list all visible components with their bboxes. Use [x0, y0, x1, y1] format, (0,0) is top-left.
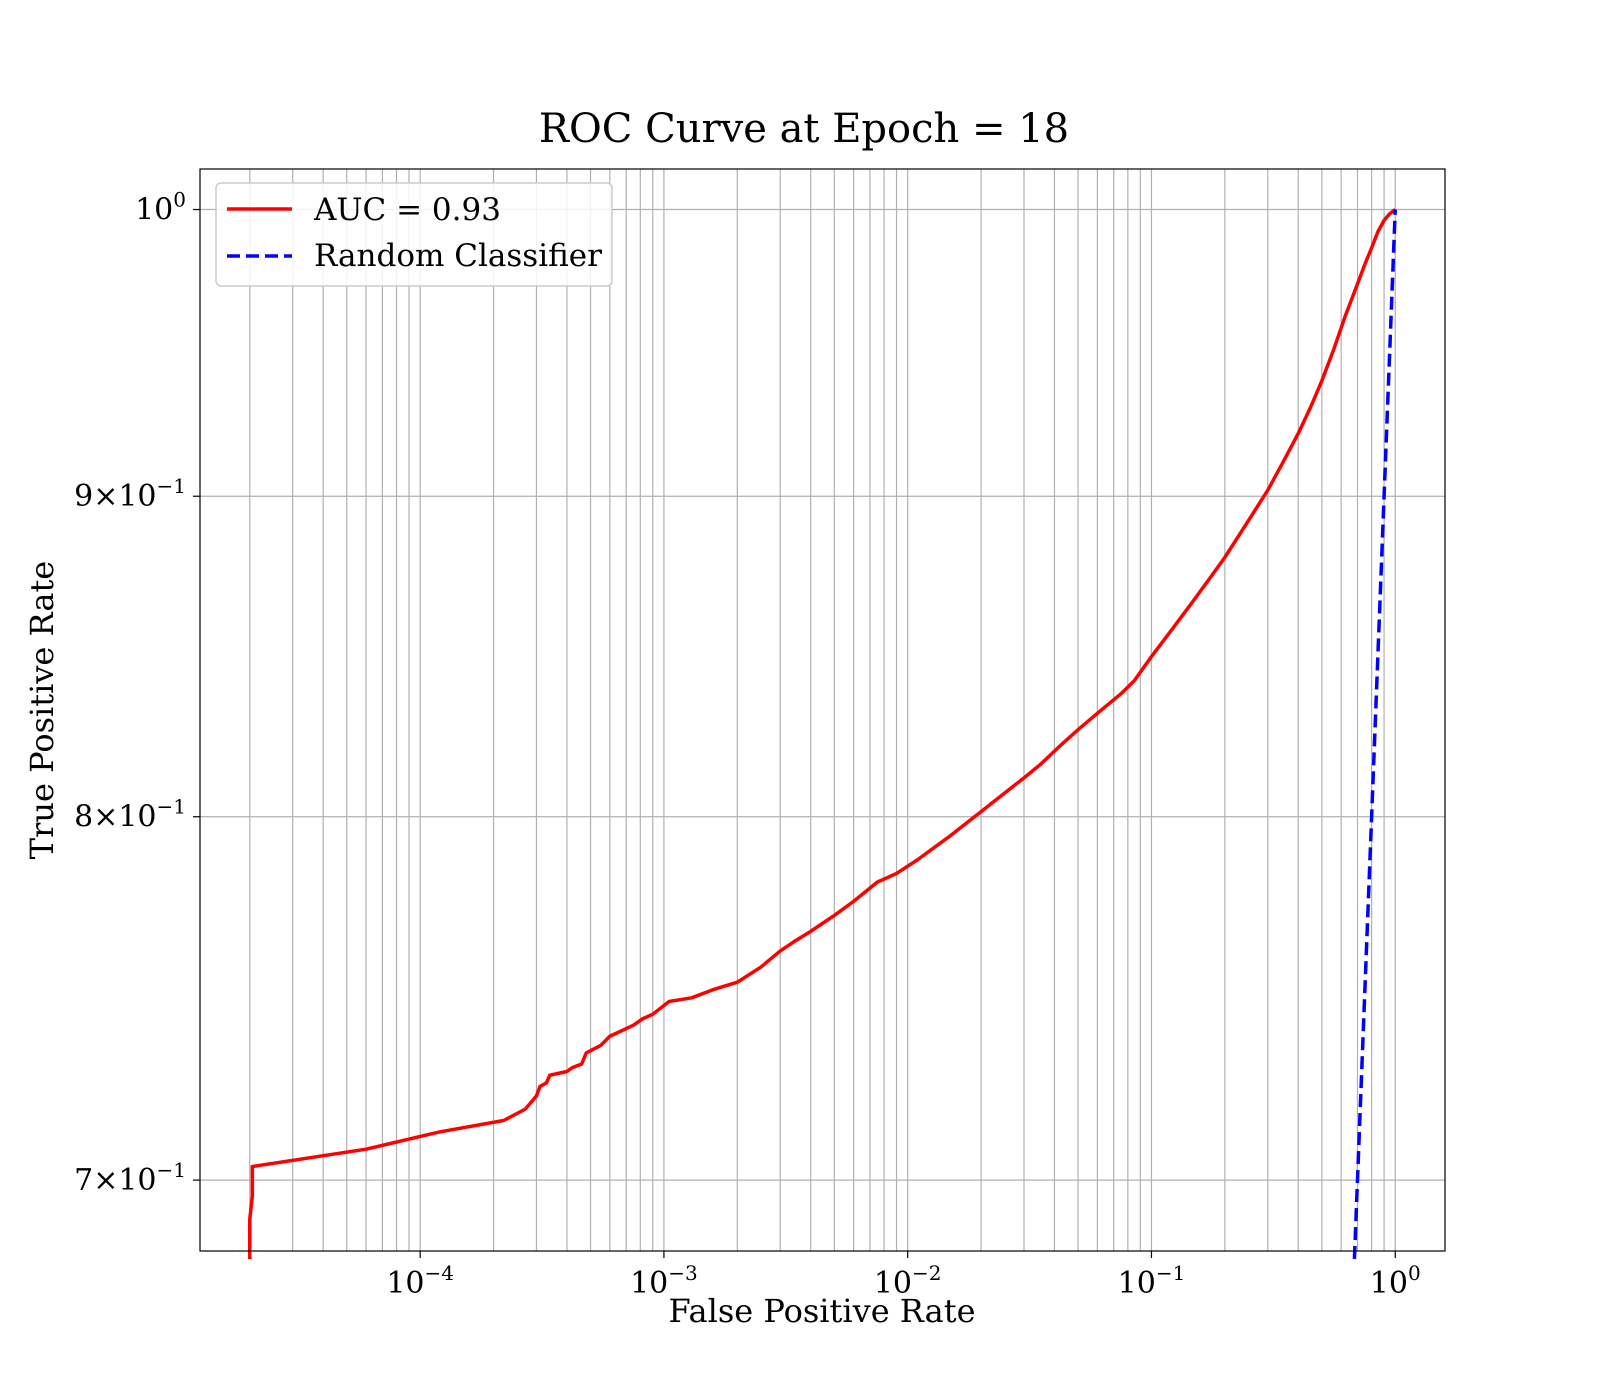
- x-tick-label: 100: [1370, 1261, 1421, 1301]
- x-tick-label: 10−4: [386, 1261, 454, 1301]
- x-axis-label: False Positive Rate: [668, 1292, 975, 1330]
- legend-label-auc: AUC = 0.93: [313, 192, 501, 228]
- legend: AUC = 0.93 Random Classifier: [215, 182, 613, 287]
- x-tick-label: 10−1: [1118, 1261, 1186, 1301]
- y-tick-label: 8×10−1: [74, 795, 186, 835]
- x-tick-label: 10−2: [874, 1261, 942, 1301]
- legend-label-random-classifier: Random Classifier: [314, 238, 602, 274]
- plot-area: [200, 169, 1445, 1251]
- x-tick-labels: 10−4 10−3 10−2 10−1 100: [386, 1251, 1421, 1301]
- plot-frame: [199, 168, 1446, 1252]
- y-axis-label: True Positive Rate: [23, 561, 61, 860]
- y-tick-label: 9×10−1: [74, 474, 186, 514]
- grid: [200, 169, 1445, 1251]
- y-tick-label: 100: [135, 188, 186, 228]
- series-line-auc: [248, 208, 1397, 1259]
- legend-box: [215, 182, 613, 287]
- x-tick-label: 10−3: [630, 1261, 698, 1301]
- series-group: [248, 208, 1397, 1260]
- series-line-random-classifier: [1352, 209, 1397, 1260]
- y-tick-label: 7×10−1: [74, 1158, 186, 1198]
- chart-title: ROC Curve at Epoch = 18: [539, 106, 1069, 152]
- y-tick-labels: 100 9×10−1 8×10−1 7×10−1: [74, 188, 200, 1198]
